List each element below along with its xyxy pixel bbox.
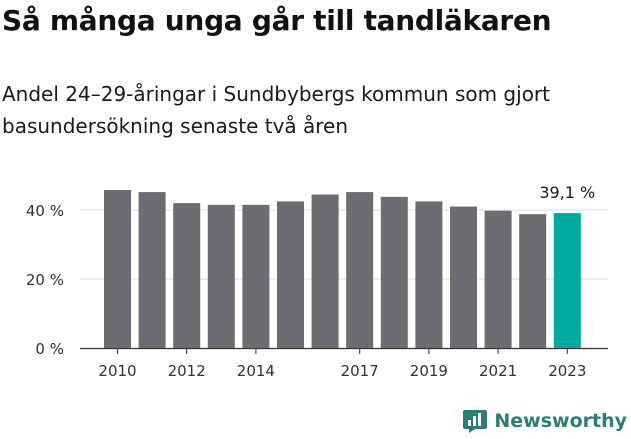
value-annotation: 39,1 % [539,183,595,202]
bar-2014 [242,204,270,348]
chart-subtitle: Andel 24–29-åringar i Sundbybergs kommun… [2,82,550,138]
y-axis-ticks: 0 % 20 % 40 % [26,202,64,358]
bar-2016 [311,194,339,348]
x-tick-label: 2021 [479,362,517,380]
y-tick-label: 20 % [26,271,64,289]
bar-2023 [553,213,581,348]
bar-2015 [277,201,304,348]
bar-2021 [484,210,512,348]
brand-name: Newsworthy [494,410,627,432]
bar-2020 [450,206,477,348]
bar-2017 [346,192,374,348]
chart-title: Så många unga går till tandläkaren [2,4,552,37]
x-tick-label: 2012 [168,362,206,380]
bar-2012 [173,203,201,348]
y-tick-label: 0 % [35,340,64,358]
bar-2018 [380,196,408,348]
bar-2011 [138,192,166,348]
annotations: 39,1 % [539,183,595,202]
bars [104,190,581,348]
bar-2010 [104,190,131,348]
x-tick-label: 2017 [341,362,379,380]
bar-2019 [415,201,443,348]
newsworthy-logo-icon [463,410,488,433]
x-tick-label: 2014 [237,362,275,380]
newsworthy-brand: Newsworthy [462,408,627,434]
x-axis-ticks: 2010 2012 2014 2017 2019 2021 2023 [98,348,586,380]
x-tick-label: 2023 [548,362,586,380]
x-tick-label: 2010 [98,362,136,380]
y-tick-label: 40 % [26,202,64,220]
bar-2013 [207,204,235,348]
x-tick-label: 2019 [410,362,448,380]
bar-2022 [519,214,547,348]
